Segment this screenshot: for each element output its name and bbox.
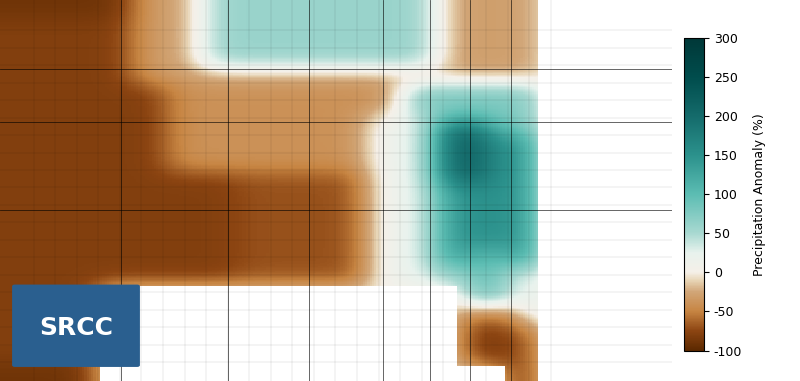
FancyBboxPatch shape (12, 285, 140, 367)
Text: SRCC: SRCC (39, 315, 113, 339)
Y-axis label: Precipitation Anomaly (%): Precipitation Anomaly (%) (754, 113, 766, 276)
